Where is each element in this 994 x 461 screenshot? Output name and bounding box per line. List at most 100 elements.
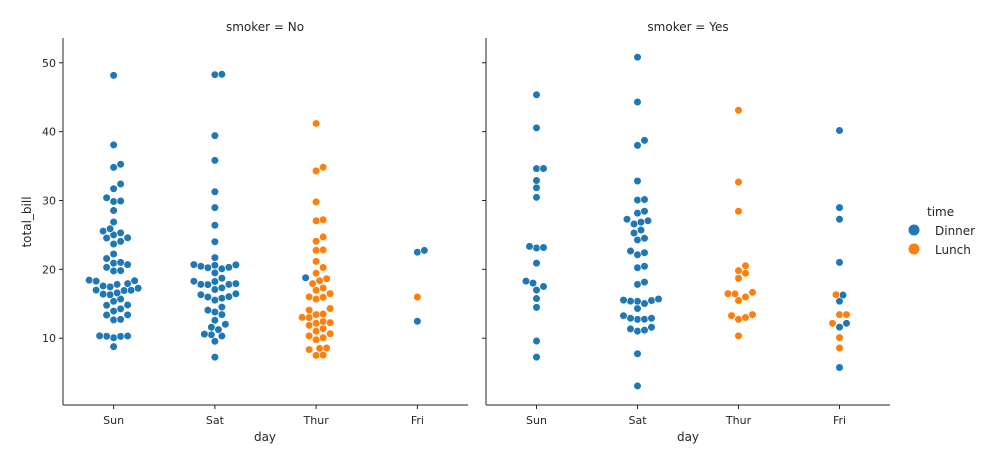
data-point-lunch [831, 290, 841, 299]
data-point-dinner [842, 319, 851, 328]
data-point-dinner [654, 294, 663, 304]
data-point-lunch [842, 310, 851, 319]
data-point-lunch [319, 324, 328, 333]
data-point-lunch [326, 289, 335, 298]
data-point-dinner [640, 248, 649, 257]
data-point-dinner [210, 261, 219, 270]
data-point-dinner [109, 206, 118, 215]
data-point-dinner [203, 280, 212, 289]
data-point-dinner [116, 196, 125, 206]
data-point-dinner [109, 306, 118, 316]
data-point-dinner [116, 315, 125, 324]
data-point-dinner [102, 193, 111, 202]
data-point-lunch [305, 345, 314, 354]
data-point-dinner [109, 217, 118, 227]
x-axis-label: day [677, 430, 699, 444]
panel-smoker-yes: smoker = Yes Sun Sat Thur Fri [482, 20, 890, 427]
data-point-dinner [640, 315, 649, 324]
data-point-dinner [647, 314, 656, 323]
data-point-lunch [734, 266, 743, 275]
data-point-dinner [116, 304, 125, 313]
data-point-lunch [312, 197, 321, 206]
y-tick-label: 50 [42, 57, 56, 70]
data-point-lunch [741, 269, 750, 278]
y-axis-label: total_bill [20, 196, 34, 247]
data-point-dinner [413, 248, 422, 257]
data-point-lunch [730, 289, 740, 299]
data-point-dinner [532, 176, 541, 185]
data-point-dinner [217, 274, 226, 283]
data-point-dinner [633, 349, 642, 358]
x-tick-label: Sat [206, 414, 225, 427]
data-point-dinner [109, 315, 118, 324]
data-point-lunch [312, 294, 321, 304]
data-point-dinner [633, 141, 642, 150]
data-point-dinner [217, 310, 226, 319]
data-point-dinner [633, 250, 642, 259]
data-point-dinner [113, 288, 122, 298]
data-point-dinner [116, 332, 125, 341]
data-point-dinner [123, 310, 132, 319]
data-point-lunch [312, 335, 321, 344]
data-point-lunch [319, 163, 328, 172]
data-point-dinner [633, 315, 642, 324]
data-point-dinner [622, 215, 632, 224]
data-point-dinner [210, 237, 219, 246]
data-point-dinner [210, 70, 219, 79]
data-point-dinner [835, 203, 844, 212]
data-point-dinner [633, 195, 642, 205]
y-tick-label: 40 [42, 126, 56, 139]
data-point-dinner [835, 363, 844, 372]
data-point-lunch [835, 333, 844, 342]
x-tick-label: Fri [411, 414, 424, 427]
data-point-dinner [633, 53, 642, 62]
data-point-dinner [528, 279, 538, 288]
data-point-lunch [741, 313, 750, 322]
data-point-dinner [629, 219, 639, 229]
data-point-dinner [532, 303, 541, 312]
data-point-dinner [207, 330, 216, 339]
data-point-dinner [102, 310, 111, 320]
data-point-lunch [319, 215, 328, 224]
data-point-dinner [532, 123, 541, 132]
data-point-dinner [217, 70, 226, 79]
data-point-dinner [633, 297, 642, 306]
data-point-lunch [326, 318, 335, 327]
legend-label-lunch: Lunch [935, 243, 971, 257]
data-point-dinner [231, 289, 240, 298]
data-point-dinner [210, 296, 219, 305]
data-point-dinner [109, 259, 118, 268]
data-point-dinner [109, 71, 118, 80]
data-point-dinner [99, 290, 108, 299]
data-point-dinner [210, 221, 219, 230]
data-point-lunch [734, 296, 743, 305]
data-point-dinner [130, 276, 139, 285]
data-point-dinner [116, 266, 125, 275]
data-point-dinner [210, 285, 219, 294]
data-point-lunch [315, 276, 324, 285]
data-point-dinner [640, 195, 649, 204]
data-point-dinner [539, 282, 548, 291]
data-point-dinner [532, 259, 541, 268]
data-point-dinner [210, 131, 219, 140]
data-point-lunch [319, 245, 328, 255]
data-point-lunch [727, 311, 736, 320]
data-point-lunch [319, 232, 328, 242]
data-point-dinner [532, 294, 541, 303]
data-point-dinner [640, 277, 649, 287]
data-point-dinner [217, 331, 226, 341]
data-point-dinner [210, 187, 219, 196]
y-tick-label: 30 [42, 194, 56, 207]
data-point-dinner [207, 323, 216, 332]
data-point-lunch [828, 319, 837, 328]
x-axis-label: day [254, 430, 276, 444]
data-point-lunch [312, 351, 321, 360]
data-point-dinner [123, 300, 132, 310]
data-point-lunch [315, 344, 324, 353]
data-point-lunch [723, 289, 733, 298]
data-point-dinner [102, 254, 111, 263]
data-point-dinner [123, 260, 132, 269]
x-tick-label: Sat [628, 414, 647, 427]
data-point-dinner [532, 193, 541, 202]
